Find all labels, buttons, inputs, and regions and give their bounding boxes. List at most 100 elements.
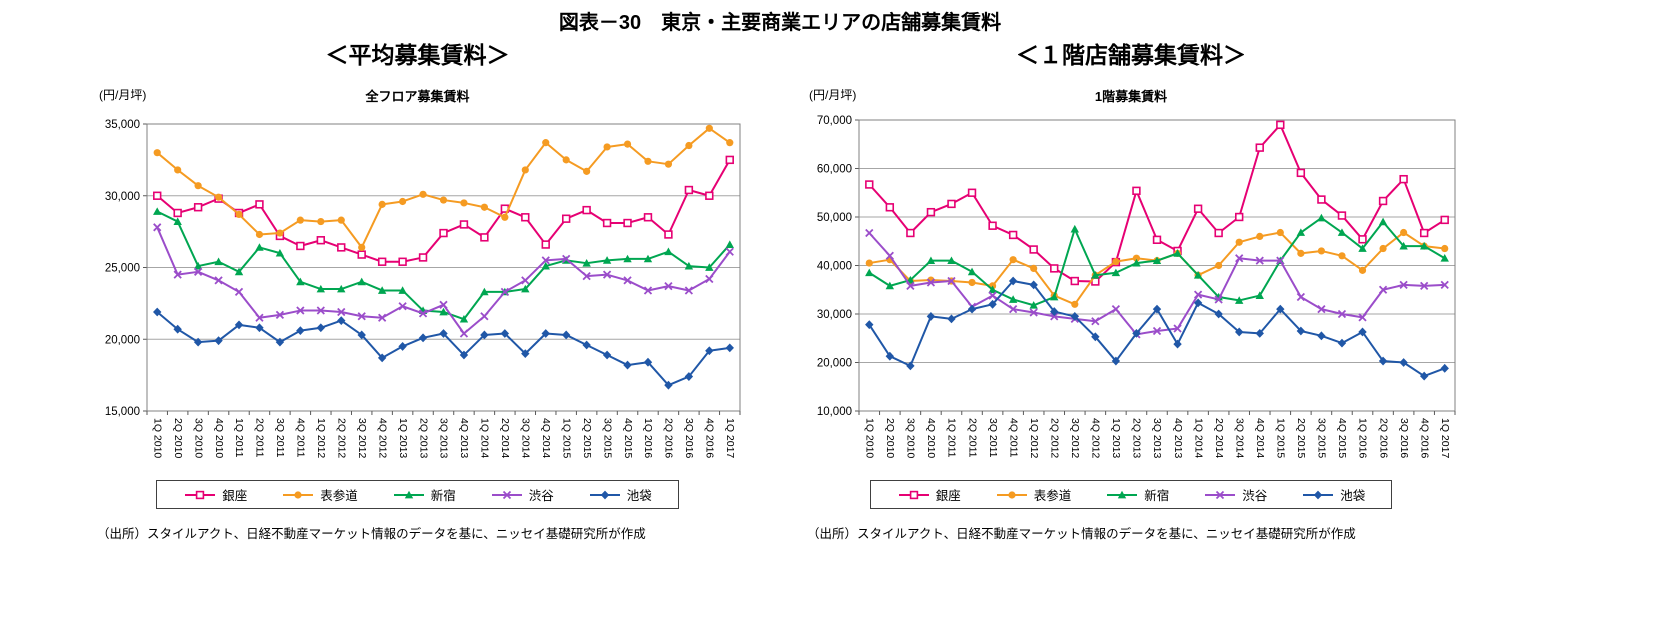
svg-text:4Q 2011: 4Q 2011 — [295, 418, 307, 458]
svg-text:1Q 2017: 1Q 2017 — [1439, 418, 1451, 458]
triangle-marker-icon — [1107, 490, 1138, 498]
svg-text:1Q 2017: 1Q 2017 — [724, 418, 736, 458]
svg-text:2Q 2013: 2Q 2013 — [417, 418, 429, 458]
svg-text:4Q 2010: 4Q 2010 — [213, 418, 225, 458]
legend-label: 新宿 — [430, 489, 456, 503]
svg-text:3Q 2015: 3Q 2015 — [601, 418, 613, 458]
average-chart-header: (円/月坪) 全フロア募集賃料 — [85, 84, 750, 104]
diamond-marker-icon — [1303, 490, 1334, 499]
svg-text:30,000: 30,000 — [817, 309, 852, 321]
legend-label: 表参道 — [320, 489, 358, 503]
svg-text:3Q 2015: 3Q 2015 — [1316, 418, 1328, 458]
triangle-marker-icon — [393, 490, 424, 498]
y-axis-unit-label: (円/月坪) — [809, 88, 857, 102]
diamond-marker-icon — [589, 490, 620, 499]
svg-text:30,000: 30,000 — [105, 191, 140, 203]
svg-text:3Q 2014: 3Q 2014 — [1233, 418, 1245, 458]
legend-item: 表参道 — [281, 485, 358, 504]
svg-text:20,000: 20,000 — [817, 358, 852, 370]
svg-text:1Q 2015: 1Q 2015 — [1275, 418, 1287, 458]
figure-title: 図表－30 東京・主要商業エリアの店舗募集賃料 — [558, 12, 1002, 34]
svg-text:3Q 2011: 3Q 2011 — [274, 418, 286, 458]
svg-text:1Q 2014: 1Q 2014 — [479, 418, 491, 458]
svg-text:3Q 2013: 3Q 2013 — [1151, 418, 1163, 458]
x-marker-icon — [1205, 490, 1236, 499]
svg-text:3Q 2011: 3Q 2011 — [987, 418, 999, 458]
legend-label: 表参道 — [1033, 489, 1072, 503]
svg-text:1Q 2016: 1Q 2016 — [642, 418, 654, 458]
legend-item: 渋谷 — [490, 485, 554, 504]
svg-text:2Q 2014: 2Q 2014 — [1213, 418, 1225, 458]
ground-floor-rent-chart-panel: ＜１階店舗募集賃料＞ (円/月坪) 1階募集賃料 10,000 20,000 30,… — [795, 36, 1467, 542]
legend-label: 銀座 — [222, 489, 248, 503]
ground-floor-rent-heading: ＜１階店舗募集賃料＞ — [1016, 42, 1246, 68]
svg-text:1Q 2010: 1Q 2010 — [863, 418, 875, 458]
svg-text:4Q 2015: 4Q 2015 — [1336, 418, 1348, 458]
average-rent-line-chart: 15,000 20,000 25,000 30,000 35,000 1Q 2010 2Q … — [105, 119, 741, 458]
svg-text:1Q 2012: 1Q 2012 — [1028, 418, 1040, 458]
svg-text:15,000: 15,000 — [105, 406, 140, 418]
svg-text:4Q 2012: 4Q 2012 — [376, 418, 388, 458]
svg-text:4Q 2014: 4Q 2014 — [1254, 418, 1266, 458]
y-axis-unit-label: (円/月坪) — [99, 88, 147, 102]
svg-text:3Q 2016: 3Q 2016 — [683, 418, 695, 458]
svg-text:1Q 2016: 1Q 2016 — [1357, 418, 1369, 458]
svg-text:2Q 2015: 2Q 2015 — [581, 418, 593, 458]
average-rent-heading: ＜平均募集賃料＞ — [325, 42, 510, 68]
chart-legend: 銀座 表参道 新宿 渋谷 池袋 — [869, 480, 1393, 509]
legend-item: 渋谷 — [1203, 485, 1267, 504]
ground-floor-rent-line-chart: 10,000 20,000 30,000 40,000 50,000 60,000 70,0… — [817, 115, 1456, 458]
ground-floor-chart-header: (円/月坪) 1階募集賃料 — [795, 84, 1467, 104]
svg-text:4Q 2013: 4Q 2013 — [1172, 418, 1184, 458]
legend-item: 銀座 — [183, 485, 247, 504]
legend-item: 銀座 — [897, 485, 961, 504]
svg-text:1Q 2011: 1Q 2011 — [233, 418, 245, 458]
square-open-marker-icon — [898, 490, 929, 499]
svg-text:2Q 2011: 2Q 2011 — [966, 418, 978, 458]
svg-text:3Q 2010: 3Q 2010 — [905, 418, 917, 458]
svg-text:70,000: 70,000 — [817, 115, 852, 127]
chart-subtitle: 1階募集賃料 — [1094, 89, 1168, 104]
source-note: （出所）スタイルアクト、日経不動産マーケット情報のデータを基に、ニッセイ基礎研究… — [97, 527, 646, 541]
svg-text:35,000: 35,000 — [105, 119, 140, 131]
legend-item: 表参道 — [995, 485, 1072, 504]
legend-label: 銀座 — [935, 489, 961, 503]
x-marker-icon — [491, 490, 522, 499]
square-open-marker-icon — [185, 490, 216, 499]
svg-text:50,000: 50,000 — [817, 212, 852, 224]
svg-text:2Q 2013: 2Q 2013 — [1131, 418, 1143, 458]
svg-text:4Q 2016: 4Q 2016 — [704, 418, 716, 458]
svg-text:60,000: 60,000 — [817, 164, 852, 176]
svg-text:2Q 2015: 2Q 2015 — [1295, 418, 1307, 458]
svg-text:4Q 2015: 4Q 2015 — [622, 418, 634, 458]
chart-subtitle: 全フロア募集賃料 — [365, 89, 470, 104]
legend-label: 新宿 — [1144, 489, 1170, 503]
svg-text:1Q 2015: 1Q 2015 — [560, 418, 572, 458]
circle-marker-icon — [283, 490, 314, 499]
legend-item: 新宿 — [392, 485, 456, 504]
svg-text:1Q 2012: 1Q 2012 — [315, 418, 327, 458]
svg-text:3Q 2012: 3Q 2012 — [356, 418, 368, 458]
legend-item: 新宿 — [1105, 485, 1169, 504]
svg-text:4Q 2016: 4Q 2016 — [1418, 418, 1430, 458]
svg-text:40,000: 40,000 — [817, 261, 852, 273]
legend-label: 池袋 — [626, 489, 652, 503]
svg-text:4Q 2010: 4Q 2010 — [925, 418, 937, 458]
svg-text:3Q 2013: 3Q 2013 — [438, 418, 450, 458]
source-note: （出所）スタイルアクト、日経不動産マーケット情報のデータを基に、ニッセイ基礎研究… — [807, 527, 1356, 541]
svg-text:1Q 2014: 1Q 2014 — [1192, 418, 1204, 458]
legend-label: 渋谷 — [1242, 489, 1268, 503]
svg-text:4Q 2014: 4Q 2014 — [540, 418, 552, 458]
circle-marker-icon — [996, 490, 1027, 499]
svg-text:2Q 2012: 2Q 2012 — [335, 418, 347, 458]
svg-text:1Q 2013: 1Q 2013 — [397, 418, 409, 458]
svg-text:10,000: 10,000 — [817, 406, 852, 418]
legend-item: 池袋 — [588, 485, 652, 504]
chart-legend: 銀座 表参道 新宿 渋谷 池袋 — [156, 480, 679, 509]
svg-text:20,000: 20,000 — [105, 334, 140, 346]
svg-text:1Q 2010: 1Q 2010 — [151, 418, 163, 458]
svg-text:2Q 2012: 2Q 2012 — [1048, 418, 1060, 458]
svg-text:2Q 2014: 2Q 2014 — [499, 418, 511, 458]
svg-text:4Q 2013: 4Q 2013 — [458, 418, 470, 458]
